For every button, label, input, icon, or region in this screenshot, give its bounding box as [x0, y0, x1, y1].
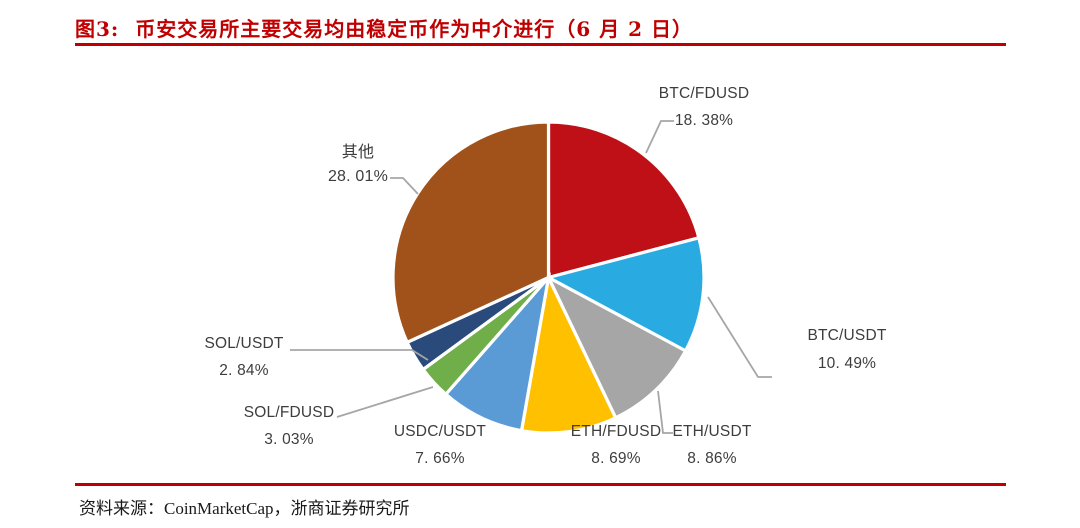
leader-line-btc-fdusd [645, 120, 674, 154]
label-btc-fdusd-name: BTC/FDUSD [658, 85, 750, 102]
figure-title-row: 图3: 币安交易所主要交易均由稳定币作为中介进行（6 月 2 日） [75, 13, 693, 42]
pie-slice-3-ETH-FDUSD [519, 272, 618, 435]
figure-number: 图3: [75, 17, 120, 41]
label-sol-usdt: SOL/USDT 2. 84% [179, 330, 309, 384]
footer-rule [75, 483, 1006, 486]
label-sol-fdusd-name: SOL/FDUSD [243, 404, 335, 421]
source-text: CoinMarketCap，浙商证券研究所 [164, 499, 410, 518]
label-other-value: 28. 01% [327, 168, 389, 185]
pie-slice-1-BTC-USDT [544, 235, 706, 354]
label-usdc-usdt: USDC/USDT 7. 66% [375, 418, 505, 472]
label-eth-fdusd-value: 8. 69% [591, 450, 641, 467]
label-eth-usdt-value: 8. 86% [687, 450, 737, 467]
label-btc-usdt-name: BTC/USDT [807, 327, 887, 344]
pie-slice-0-BTC-FDUSD [546, 120, 701, 280]
leader-line-other [390, 177, 419, 195]
label-other: 其他 28. 01% [293, 141, 423, 189]
figure-title: 币安交易所主要交易均由稳定币作为中介进行（6 月 2 日） [135, 17, 694, 41]
leader-line-eth-usdt [657, 390, 673, 434]
source-line: 资料来源：CoinMarketCap，浙商证券研究所 [79, 494, 410, 519]
leader-line-sol-usdt [290, 349, 429, 361]
label-sol-usdt-name: SOL/USDT [204, 335, 284, 352]
label-eth-usdt: ETH/USDT 8. 86% [647, 418, 777, 472]
label-eth-usdt-name: ETH/USDT [672, 423, 752, 440]
label-usdc-usdt-value: 7. 66% [415, 450, 465, 467]
label-other-name: 其他 [341, 144, 375, 161]
title-underline [75, 43, 1006, 46]
label-sol-fdusd-value: 3. 03% [264, 431, 314, 448]
pie-slice-4-USDC-USDT [443, 272, 552, 433]
label-btc-fdusd: BTC/FDUSD 18. 38% [639, 80, 769, 134]
label-sol-fdusd: SOL/FDUSD 3. 03% [224, 399, 354, 453]
pie-slices [391, 120, 706, 435]
label-btc-fdusd-value: 18. 38% [674, 112, 734, 129]
label-sol-usdt-value: 2. 84% [219, 362, 269, 379]
label-btc-usdt: BTC/USDT 10. 49% [782, 322, 912, 378]
source-label: 资料来源： [79, 499, 164, 518]
leader-line-sol-fdusd [336, 386, 434, 418]
pie-slice-2-ETH-USDT [544, 273, 688, 420]
label-eth-fdusd-name: ETH/FDUSD [570, 423, 662, 440]
leader-line-btc-usdt [707, 296, 772, 378]
label-btc-usdt-value: 10. 49% [817, 355, 877, 372]
label-usdc-usdt-name: USDC/USDT [393, 423, 487, 440]
label-eth-fdusd: ETH/FDUSD 8. 69% [551, 418, 681, 472]
